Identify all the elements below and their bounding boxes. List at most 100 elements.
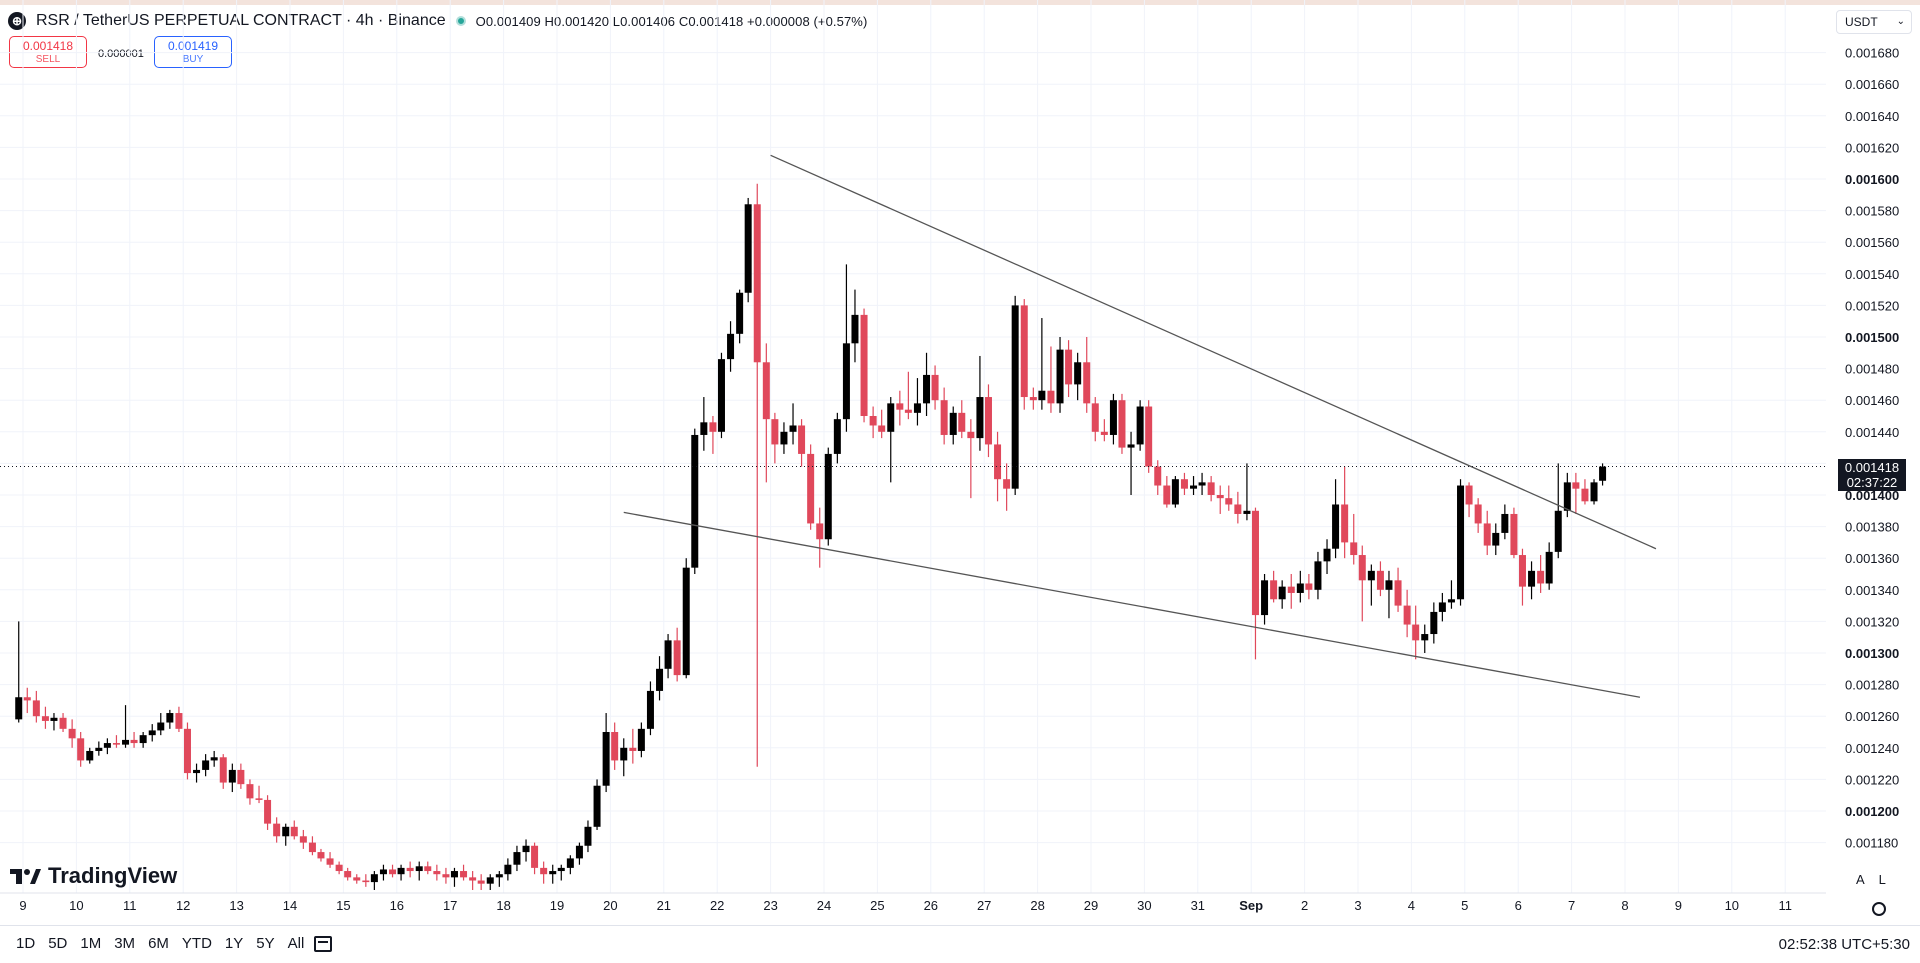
candle-down	[1394, 567, 1402, 612]
candle-body	[246, 784, 254, 799]
buy-button[interactable]: 0.001419 BUY	[154, 36, 232, 68]
candle-body	[486, 877, 494, 884]
candle-body	[1358, 555, 1366, 581]
range-1m[interactable]: 1M	[80, 935, 102, 952]
auto-scale-button[interactable]: A	[1856, 872, 1865, 887]
currency-select[interactable]: USDT ⌄	[1836, 10, 1912, 34]
candle-down	[1287, 574, 1295, 609]
range-ytd[interactable]: YTD	[181, 935, 212, 952]
candle-body	[1109, 400, 1117, 435]
symbol-icon: ⊕	[8, 12, 26, 30]
candle-up	[637, 722, 645, 758]
candle-body	[495, 874, 503, 878]
tradingview-logo[interactable]: TradingView	[10, 863, 177, 889]
date-tick-label: 30	[1137, 898, 1151, 913]
date-tick-label: Sep	[1239, 898, 1263, 913]
candle-up	[566, 855, 574, 875]
candle-body	[1198, 482, 1206, 486]
candle-up	[1198, 472, 1206, 495]
candle-body	[762, 362, 770, 420]
range-5d[interactable]: 5D	[48, 935, 68, 952]
sell-button[interactable]: 0.001418 SELL	[9, 36, 87, 68]
log-scale-button[interactable]: L	[1878, 872, 1886, 887]
clock-readout[interactable]: 02:52:38 UTC+5:30	[1778, 936, 1910, 953]
candle-down	[32, 690, 40, 723]
candle-body	[1029, 397, 1037, 401]
candle-body	[549, 871, 557, 875]
gear-icon[interactable]	[1872, 902, 1886, 916]
range-all[interactable]: All	[287, 935, 305, 952]
candle-down	[1029, 387, 1037, 410]
candle-up	[1038, 318, 1046, 410]
range-6m[interactable]: 6M	[148, 935, 169, 952]
date-tick-label: 12	[176, 898, 190, 913]
candle-down	[1518, 548, 1526, 606]
candle-down	[41, 706, 49, 729]
candle-body	[1180, 479, 1188, 489]
candle-up	[923, 352, 931, 416]
candle-up	[717, 352, 725, 439]
candle-down	[967, 419, 975, 499]
candle-body	[904, 409, 912, 413]
candle-up	[1528, 561, 1536, 600]
price-tick-label: 0.001500	[1845, 330, 1899, 345]
candle-up	[1261, 574, 1269, 625]
date-tick-label: 28	[1030, 898, 1044, 913]
logo-text: TradingView	[48, 863, 178, 888]
date-tick-label: 15	[336, 898, 350, 913]
calendar-icon[interactable]	[314, 936, 332, 952]
price-tick-label: 0.001240	[1845, 741, 1899, 756]
candle-down	[673, 627, 681, 682]
range-5y[interactable]: 5Y	[256, 935, 275, 952]
date-tick-label: 2	[1301, 898, 1308, 913]
candle-down	[1403, 589, 1411, 638]
candle-body	[130, 739, 138, 744]
candle-body	[477, 880, 485, 884]
candle-up	[1136, 400, 1144, 451]
candle-up	[15, 621, 23, 723]
candle-body	[1065, 349, 1073, 385]
candle-down	[1305, 574, 1313, 600]
date-tick-label: 29	[1084, 898, 1098, 913]
candle-up	[157, 713, 165, 736]
candle-body	[878, 425, 886, 432]
candle-body	[282, 826, 290, 837]
price-chart[interactable]: 0.001180 0.001200 0.001220 0.001240 0.001260…	[0, 0, 1920, 925]
candle-body	[183, 728, 191, 774]
date-tick-label: 13	[229, 898, 243, 913]
price-tick-label: 0.001280	[1845, 678, 1899, 693]
candle-body	[1190, 485, 1198, 489]
candle-body	[344, 871, 352, 878]
candle-body	[851, 314, 859, 344]
range-1y[interactable]: 1Y	[224, 935, 244, 952]
range-1d[interactable]: 1D	[16, 935, 36, 952]
candle-body	[41, 716, 49, 721]
candle-down	[1091, 397, 1099, 442]
date-tick-label: 5	[1461, 898, 1468, 913]
candle-body	[1447, 599, 1455, 603]
candle-body	[317, 852, 325, 859]
date-tick-label: 19	[550, 898, 564, 913]
candle-body	[424, 866, 432, 872]
candle-body	[389, 869, 397, 875]
candle-up	[656, 656, 664, 701]
candle-down	[1020, 299, 1028, 410]
market-status-icon[interactable]	[455, 16, 466, 26]
candle-up	[202, 754, 210, 777]
candle-up	[1421, 624, 1429, 653]
price-tick-label: 0.001560	[1845, 235, 1899, 250]
candle-body	[1510, 513, 1518, 556]
candle-body	[1207, 482, 1215, 495]
candle-body	[1278, 586, 1286, 600]
date-tick-label: 10	[69, 898, 83, 913]
candle-body	[32, 700, 40, 717]
range-3m[interactable]: 3M	[114, 935, 136, 952]
candle-body	[50, 717, 58, 721]
candle-body	[370, 874, 378, 883]
candle-body	[1243, 510, 1251, 514]
date-tick-label: 6	[1515, 898, 1522, 913]
candle-up	[1545, 542, 1553, 590]
candle-down	[362, 874, 370, 887]
candle-down	[1510, 507, 1518, 559]
candle-down	[1180, 472, 1188, 495]
